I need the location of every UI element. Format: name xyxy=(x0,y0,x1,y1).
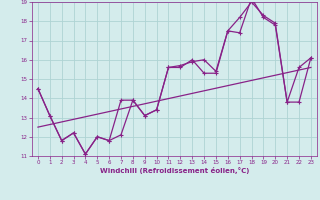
X-axis label: Windchill (Refroidissement éolien,°C): Windchill (Refroidissement éolien,°C) xyxy=(100,167,249,174)
